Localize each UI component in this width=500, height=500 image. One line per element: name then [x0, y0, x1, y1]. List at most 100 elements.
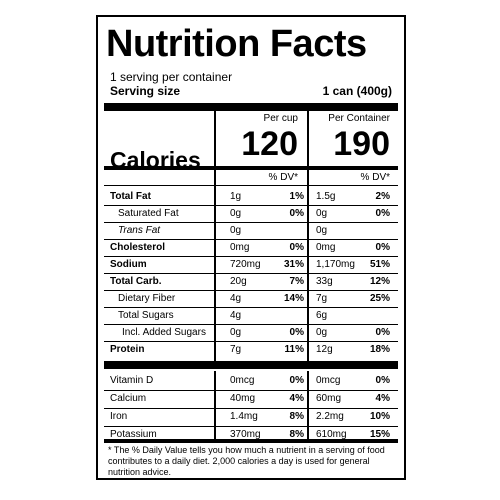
row-divider: [104, 256, 398, 257]
dv-per-cup: 0%: [289, 375, 304, 386]
amount-per-container: 7g: [316, 293, 328, 304]
row-divider: [104, 408, 398, 409]
nutrient-row: Total Carb. 20g 7% 33g 12%: [98, 274, 404, 290]
dv-per-cup: 8%: [289, 429, 304, 440]
nutrient-name: Dietary Fiber: [118, 293, 176, 304]
amount-per-container: 33g: [316, 276, 333, 287]
dv-per-container: 0%: [375, 327, 390, 338]
amount-per-container: 0g: [316, 225, 328, 236]
dv-per-cup: 0%: [289, 208, 304, 219]
amount-per-cup: 4g: [230, 310, 242, 321]
amount-per-cup: 4g: [230, 293, 242, 304]
nutrition-facts-label: Nutrition Facts 1 serving per container …: [96, 15, 406, 480]
nutrient-row: Cholesterol 0mg 0% 0mg 0%: [98, 240, 404, 256]
amount-per-container: 610mg: [316, 429, 347, 440]
dv-per-cup: 0%: [289, 242, 304, 253]
row-divider: [104, 222, 398, 223]
serving-size-label: Serving size: [110, 84, 181, 98]
amount-per-container: 2.2mg: [316, 411, 344, 422]
dv-per-cup: 8%: [289, 411, 304, 422]
dv-per-container: 4%: [375, 393, 390, 404]
nutrient-name: Cholesterol: [110, 242, 166, 253]
amount-per-cup: 40mg: [230, 393, 256, 404]
amount-per-cup: 0mg: [230, 242, 250, 253]
row-divider: [104, 273, 398, 274]
dv-per-container: 18%: [369, 344, 390, 355]
row-divider: [104, 205, 398, 206]
row-divider: [104, 185, 398, 186]
amount-per-container: 0g: [316, 208, 328, 219]
column-divider-1: [214, 105, 216, 363]
amount-per-cup: 370mg: [230, 429, 261, 440]
vitamin-row: Calcium 40mg 4% 60mg 4%: [98, 391, 404, 407]
nutrient-name: Total Carb.: [110, 276, 162, 287]
nutrient-row: Dietary Fiber 4g 14% 7g 25%: [98, 291, 404, 307]
vitamin-row: Potassium 370mg 8% 610mg 15%: [98, 427, 404, 443]
amount-per-cup: 1.4mg: [230, 411, 258, 422]
vitamin-name: Potassium: [110, 429, 157, 440]
footnote: * The % Daily Value tells you how much a…: [108, 445, 385, 477]
nutrient-name: Sodium: [110, 259, 147, 270]
thick-divider-vitamins: [104, 361, 398, 369]
nutrient-row: Protein 7g 11% 12g 18%: [98, 342, 404, 358]
nutrient-name: Trans Fat: [118, 225, 161, 236]
dv-per-container: 0%: [375, 208, 390, 219]
nutrient-row: Total Fat 1g 1% 1.5g 2%: [98, 189, 404, 205]
amount-per-cup: 0mcg: [230, 375, 255, 386]
row-divider: [104, 324, 398, 325]
calories-per-container: 190: [333, 125, 390, 163]
vitamin-row: Vitamin D 0mcg 0% 0mcg 0%: [98, 373, 404, 389]
dv-per-cup: 14%: [283, 293, 304, 304]
dv-per-container: 10%: [369, 411, 390, 422]
row-divider: [104, 290, 398, 291]
vitamin-name: Vitamin D: [110, 375, 154, 386]
amount-per-cup: 720mg: [230, 259, 261, 270]
nutrient-row: Sodium 720mg 31% 1,170mg 51%: [98, 257, 404, 273]
amount-per-container: 0g: [316, 327, 328, 338]
nutrient-row: Trans Fat 0g 0g: [98, 223, 404, 239]
col1-header: Per cup: [263, 113, 298, 124]
amount-per-container: 0mcg: [316, 375, 341, 386]
amount-per-container: 6g: [316, 310, 328, 321]
dv-per-cup: 7%: [289, 276, 304, 287]
footnote-divider: [104, 439, 398, 443]
label-title: Nutrition Facts: [106, 23, 367, 65]
dv-per-container: 12%: [369, 276, 390, 287]
nutrient-row: Incl. Added Sugars 0g 0% 0g 0%: [98, 325, 404, 341]
nutrient-name: Saturated Fat: [118, 208, 179, 219]
amount-per-cup: 7g: [230, 344, 242, 355]
amount-per-cup: 0g: [230, 208, 242, 219]
column-divider-3: [214, 371, 216, 439]
dv-per-container: 15%: [369, 429, 390, 440]
column-divider-4: [307, 371, 309, 439]
calories-per-cup: 120: [241, 125, 298, 163]
dv-per-container: 2%: [375, 191, 390, 202]
servings-per-container: 1 serving per container: [110, 70, 233, 84]
thick-divider: [104, 103, 398, 111]
row-divider: [104, 426, 398, 427]
dv-per-cup: 1%: [289, 191, 304, 202]
nutrient-name: Protein: [110, 344, 145, 355]
row-divider: [104, 341, 398, 342]
dv-per-cup: 31%: [283, 259, 304, 270]
col2-header: Per Container: [328, 113, 390, 124]
row-divider: [104, 307, 398, 308]
nutrient-name: Total Fat: [110, 191, 151, 202]
dv-header-col2: % DV*: [360, 172, 390, 183]
dv-per-cup: 0%: [289, 327, 304, 338]
amount-per-cup: 0g: [230, 327, 242, 338]
amount-per-cup: 1g: [230, 191, 242, 202]
nutrient-name: Total Sugars: [118, 310, 174, 321]
amount-per-container: 1.5g: [316, 191, 336, 202]
serving-size-value: 1 can (400g): [322, 84, 392, 98]
nutrient-row: Saturated Fat 0g 0% 0g 0%: [98, 206, 404, 222]
amount-per-container: 1,170mg: [316, 259, 355, 270]
column-divider-2: [307, 105, 309, 363]
dv-per-cup: 4%: [289, 393, 304, 404]
dv-per-container: 25%: [369, 293, 390, 304]
nutrient-name: Incl. Added Sugars: [122, 327, 206, 338]
vitamin-name: Iron: [110, 411, 128, 422]
amount-per-cup: 20g: [230, 276, 247, 287]
vitamin-name: Calcium: [110, 393, 147, 404]
vitamin-row: Iron 1.4mg 8% 2.2mg 10%: [98, 409, 404, 425]
